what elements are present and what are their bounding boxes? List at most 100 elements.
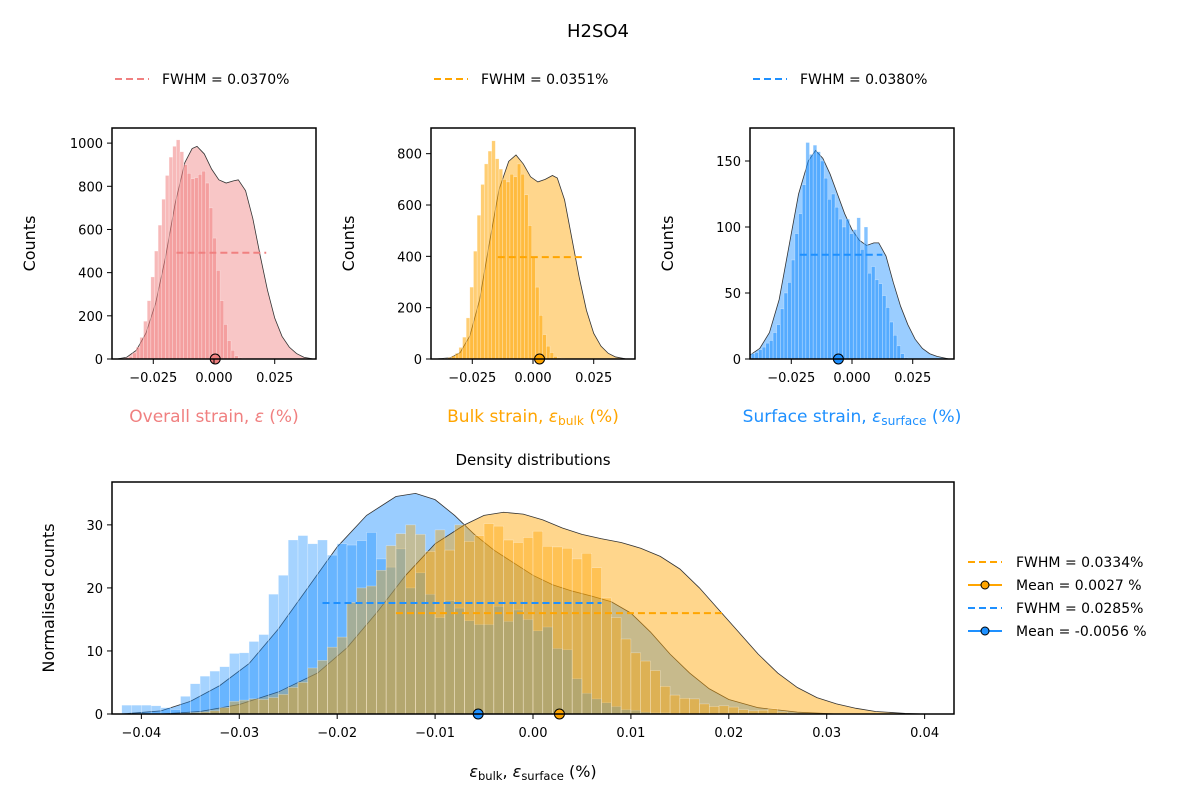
density-surface-bar	[180, 696, 191, 715]
surface-bar	[776, 324, 781, 360]
density-bulk-bar	[601, 597, 612, 715]
overall-bar	[227, 340, 232, 360]
surface-bar	[882, 295, 887, 360]
bulk-bar	[465, 317, 471, 360]
density-x-tick-label: 0.01	[616, 726, 645, 741]
overall-legend-label: FWHM = 0.0370%	[162, 72, 289, 88]
density-bulk-bar	[425, 551, 436, 715]
density-bulk-bar	[611, 617, 622, 715]
overall-bar	[176, 139, 181, 360]
bulk-bar	[473, 250, 478, 360]
surface-bar	[896, 345, 901, 360]
overall-bar	[157, 224, 163, 360]
density-y-tick-label: 0	[95, 708, 103, 723]
density-legend-mean-marker	[980, 626, 990, 636]
density-bulk-bar	[474, 535, 485, 715]
surface-bar	[769, 340, 774, 360]
density-surface-bar	[141, 704, 152, 715]
density-bulk-bar	[366, 585, 377, 715]
density-legend-label: Mean = 0.0027 %	[1016, 578, 1142, 594]
density-legend-mean-marker	[980, 580, 990, 590]
bulk-bar	[502, 179, 507, 360]
density-bulk-bar	[278, 694, 289, 715]
density-bulk-bar	[640, 660, 651, 715]
surface-bar	[801, 184, 807, 360]
surface-bar	[834, 206, 839, 360]
surface-bar	[761, 346, 767, 360]
overall-y-tick-label: 0	[95, 353, 103, 368]
density-bulk-bar	[669, 694, 681, 715]
density-bulk-bar	[336, 636, 348, 715]
surface-bar	[885, 307, 890, 360]
density-bulk-bar	[532, 530, 544, 715]
bulk-bar	[462, 336, 467, 360]
density-bulk-bar	[679, 697, 690, 715]
density-bulk-bar	[699, 703, 710, 715]
density-surface-bar	[209, 670, 220, 715]
surface-y-tick-label: 50	[724, 287, 741, 302]
density-bulk-bar	[493, 525, 504, 715]
density-bulk-bar	[346, 602, 358, 715]
bulk-x-tick-label: 0.025	[575, 371, 612, 386]
density-x-tick-label: 0.04	[910, 726, 939, 741]
bulk-bar	[487, 150, 492, 360]
density-surface-bar	[278, 575, 289, 715]
overall-y-tick-label: 200	[78, 310, 103, 325]
bulk-bar	[516, 163, 522, 360]
overall-bar	[139, 337, 144, 360]
bulk-y-tick-label: 0	[414, 353, 422, 368]
overall-x-tick-label: −0.025	[129, 371, 177, 386]
density-surface-bar	[199, 675, 211, 715]
figure-title: H2SO4	[567, 21, 629, 42]
density-distributions-histogram: −0.04 −0.03 −0.02 −0.01 0.00 0.01 0.02 0.03 0.04…	[39, 451, 1147, 783]
surface-bar	[871, 266, 876, 360]
surface-y-tick-label: 150	[716, 155, 741, 170]
density-bulk-bar	[581, 552, 592, 715]
surface-bar	[900, 353, 905, 360]
surface-bar	[787, 282, 792, 360]
density-x-tick-label: 0.00	[519, 726, 548, 741]
density-surface-bar	[190, 683, 201, 715]
bulk-strain-histogram: −0.025 0.000 0.025 0 200 400 600 800 Counts Bulk …	[339, 72, 636, 428]
overall-bar	[168, 156, 173, 360]
overall-y-tick-label: 600	[78, 223, 103, 238]
density-bulk-bar	[718, 705, 730, 715]
surface-bar	[878, 283, 883, 360]
bulk-bar	[458, 347, 463, 360]
surface-bar	[820, 160, 825, 360]
surface-y-axis-label: Counts	[658, 216, 677, 272]
surface-x-axis-label: Surface strain, εsurface (%)	[743, 407, 962, 428]
density-title: Density distributions	[455, 451, 610, 469]
density-bulk-bar	[229, 701, 240, 715]
surface-bar	[893, 334, 898, 360]
density-bulk-bar	[620, 638, 632, 715]
overall-strain-histogram: −0.025 0.000 0.025 0 200 400 600 800 1000 Counts O…	[20, 72, 317, 427]
bulk-bar	[484, 163, 489, 360]
surface-bar	[798, 213, 803, 360]
density-bulk-bar	[385, 545, 397, 715]
density-y-tick-label: 20	[86, 582, 103, 597]
bulk-bar	[513, 176, 518, 360]
bulk-bar	[538, 315, 543, 360]
density-bulk-bar	[395, 533, 406, 715]
surface-bar	[805, 142, 810, 360]
density-x-tick-label: 0.02	[714, 726, 743, 741]
bulk-bar	[535, 286, 540, 360]
bulk-x-axis-label: Bulk strain, εbulk (%)	[447, 407, 619, 428]
overall-bar	[154, 250, 159, 360]
surface-bar	[852, 229, 858, 360]
density-bulk-bar	[258, 699, 269, 715]
overall-y-tick-label: 800	[78, 180, 103, 195]
overall-bar	[136, 346, 141, 360]
bulk-bar	[506, 181, 511, 360]
overall-y-axis-label: Counts	[20, 216, 39, 272]
surface-x-tick-label: 0.025	[894, 371, 931, 386]
surface-bar	[827, 199, 832, 360]
surface-bar	[860, 249, 865, 360]
density-bulk-bar	[327, 646, 338, 715]
surface-y-tick-label: 0	[733, 353, 741, 368]
surface-bar	[783, 292, 788, 360]
bulk-bar	[520, 173, 525, 360]
density-bulk-bar	[287, 687, 299, 715]
overall-bar	[216, 270, 221, 360]
